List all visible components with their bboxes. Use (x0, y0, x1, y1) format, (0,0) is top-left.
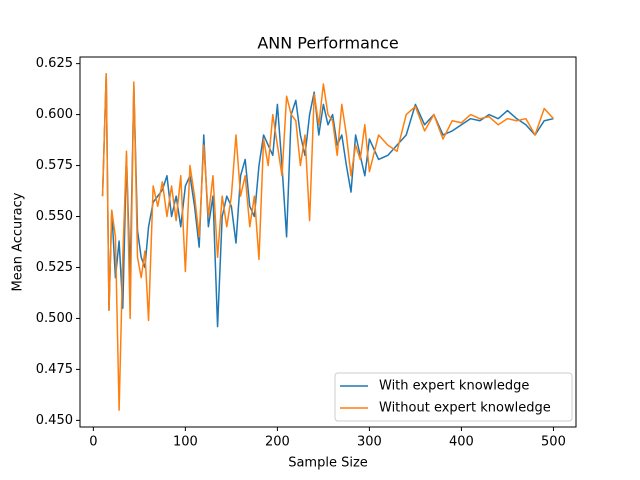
y-tick-label: 0.500 (36, 311, 73, 326)
y-tick-label: 0.550 (36, 209, 73, 224)
y-tick-label: 0.600 (36, 107, 73, 122)
x-tick-label: 300 (357, 435, 382, 450)
y-tick-label: 0.450 (36, 413, 73, 428)
legend-box (334, 372, 573, 422)
plot-frame (79, 56, 577, 428)
legend-label: Without expert knowledge (379, 401, 551, 416)
y-axis-label: Mean Accuracy (11, 192, 26, 291)
x-tick-label: 500 (541, 435, 566, 450)
legend-label: With expert knowledge (379, 379, 529, 394)
y-tick-label: 0.575 (36, 158, 73, 173)
x-tick-label: 200 (265, 435, 290, 450)
chart-title: ANN Performance (257, 34, 398, 53)
x-axis-label: Sample Size (288, 456, 368, 471)
x-tick-label: 100 (173, 435, 198, 450)
y-tick-label: 0.625 (36, 56, 73, 71)
x-tick-label: 0 (89, 435, 97, 450)
y-tick-label: 0.475 (36, 362, 73, 377)
x-tick-label: 400 (449, 435, 474, 450)
y-tick-label: 0.525 (36, 260, 73, 275)
data-line (101, 73, 555, 411)
